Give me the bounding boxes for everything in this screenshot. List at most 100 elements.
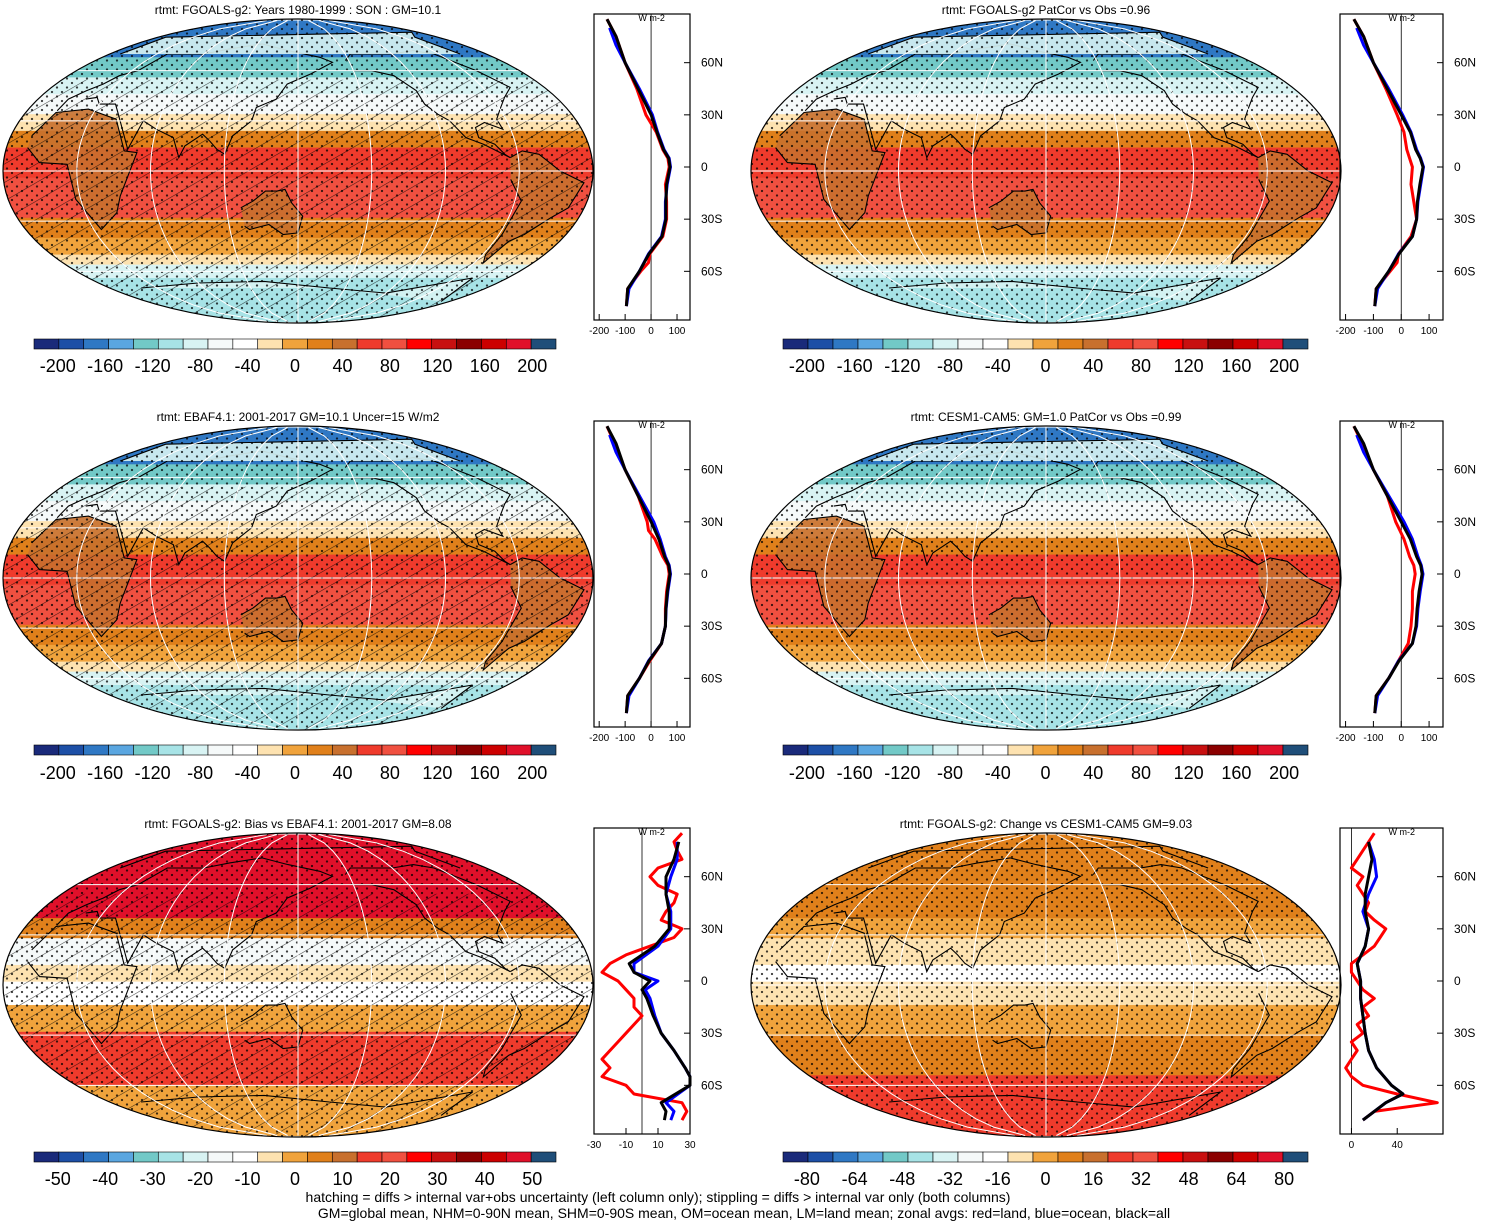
colorbar-swatch [456, 744, 482, 756]
colorbar-swatch [1232, 744, 1259, 756]
colorbar-label: 0 [290, 763, 300, 783]
graticule-lon [971, 427, 1036, 729]
zonal-unit: W m-2 [638, 827, 665, 837]
zonal-ytick-label: 60S [701, 671, 722, 685]
colorbar-swatch [1207, 1151, 1234, 1163]
zonal-ytick-label: 30S [701, 619, 722, 633]
colorbar-swatch [1232, 1151, 1259, 1163]
panel-title: rtmt: FGOALS-g2: Years 1980-1999 : SON :… [155, 3, 442, 17]
graticule-lon [1066, 20, 1195, 322]
colorbar-swatch [1107, 1151, 1134, 1163]
colorbar-label: -80 [187, 763, 213, 783]
colorbar-swatch [83, 744, 109, 756]
colorbar-swatch [431, 338, 457, 350]
colorbar-label: 160 [1221, 356, 1251, 376]
colorbar-label: 200 [517, 763, 547, 783]
zonal-ytick-label: 60S [701, 264, 722, 278]
colorbar-label: 80 [1274, 1169, 1294, 1189]
colorbar-swatch [133, 338, 159, 350]
zonal-ytick-label: 60S [701, 1078, 722, 1092]
colorbar-swatch [356, 1151, 383, 1163]
colorbar-swatch [58, 1151, 85, 1163]
footer-line-1: hatching = diffs > internal var+obs unce… [306, 1189, 1011, 1205]
colorbar-swatch [133, 744, 159, 756]
colorbar-label: 120 [1174, 356, 1204, 376]
colorbar-label: 200 [1269, 356, 1299, 376]
colorbar-swatch [431, 744, 457, 756]
colorbar-swatch [1132, 1151, 1159, 1163]
colorbar-label: -40 [985, 356, 1011, 376]
colorbar-swatch [182, 338, 209, 350]
zonal-xtick-label: 0 [648, 326, 654, 337]
colorbar-swatch [182, 1151, 209, 1163]
colorbar-swatch [381, 1151, 408, 1163]
colorbar-label: -200 [789, 763, 825, 783]
map [3, 833, 593, 1137]
colorbar-label: 0 [1040, 1169, 1050, 1189]
colorbar-swatch [807, 744, 834, 756]
colorbar-swatch [406, 338, 433, 350]
colorbar-label: -40 [235, 763, 261, 783]
map-border [2, 425, 594, 731]
colorbar-label: 40 [1083, 763, 1103, 783]
panel-2: rtmt: FGOALS-g2 PatCor vs Obs =0.96-200-… [750, 3, 1476, 376]
zonal-ytick-label: 60S [1454, 1078, 1475, 1092]
colorbar: -200 -160 -120 -80 -40 0 40 80 120 160 200 [33, 338, 557, 376]
colorbar-label: -120 [135, 763, 171, 783]
colorbar-swatch [282, 744, 308, 756]
zonal-xtick-label: -200 [589, 733, 609, 744]
zonal-series-ocean [608, 434, 672, 714]
colorbar-swatch [431, 1151, 457, 1163]
colorbar: -50 -40 -30 -20 -10 0 10 20 30 40 50 [33, 1151, 557, 1189]
zonal-ytick-label: 30N [1454, 108, 1476, 122]
colorbar-swatch [207, 744, 234, 756]
zonal-xtick-label: 0 [1349, 1140, 1355, 1151]
zonal-xtick-label: -100 [615, 733, 635, 744]
graticule-lon [897, 427, 1026, 729]
zonal-ytick-label: 0 [1454, 567, 1461, 581]
colorbar-label: 160 [470, 763, 500, 783]
zonal-ytick-label: 60S [1454, 264, 1475, 278]
map-border [750, 832, 1342, 1138]
colorbar-swatch [882, 1151, 909, 1163]
colorbar-swatch [832, 1151, 859, 1163]
colorbar-label: 120 [422, 763, 452, 783]
colorbar-swatch [356, 338, 383, 350]
graticule-lon [149, 427, 278, 729]
zonal-profile: W m-2 60N 30N 0 30S 60S -200 -100 0 100 [589, 420, 723, 744]
colorbar-swatch [83, 338, 109, 350]
zonal-frame [1339, 13, 1444, 321]
panel-5: rtmt: FGOALS-g2: Bias vs EBAF4.1: 2001-2… [2, 817, 723, 1189]
colorbar-label: -20 [187, 1169, 213, 1189]
colorbar-swatch [1157, 338, 1184, 350]
graticule-lon [1077, 20, 1268, 322]
colorbar-swatch [982, 338, 1009, 350]
colorbar-swatch [1157, 1151, 1184, 1163]
graticule-lon [824, 20, 1015, 322]
colorbar-swatch [1007, 744, 1034, 756]
zonal-series-all [1352, 18, 1425, 307]
colorbar-label: -160 [87, 763, 123, 783]
colorbar-label: -10 [235, 1169, 261, 1189]
zonal-unit: W m-2 [638, 420, 665, 430]
zonal-frame [1339, 420, 1444, 728]
colorbar-swatch [406, 1151, 433, 1163]
colorbar-swatch [232, 338, 259, 350]
colorbar-swatch [108, 338, 134, 350]
colorbar-swatch [1282, 1151, 1309, 1163]
colorbar-swatch [1282, 744, 1309, 756]
zonal-xtick-label: -10 [619, 1140, 634, 1151]
panel-6: rtmt: FGOALS-g2: Change vs CESM1-CAM5 GM… [750, 817, 1476, 1189]
graticule-lon [824, 834, 1015, 1136]
colorbar-swatch [481, 744, 507, 756]
zonal-series-land [600, 832, 689, 1121]
zonal-ytick-label: 30N [1454, 515, 1476, 529]
colorbar-swatch [907, 338, 934, 350]
colorbar-swatch [1032, 1151, 1059, 1163]
colorbar-label: -30 [140, 1169, 166, 1189]
colorbar-swatch [857, 744, 884, 756]
colorbar-label: -48 [889, 1169, 915, 1189]
graticule-lon [971, 20, 1036, 322]
colorbar-label: -160 [837, 356, 873, 376]
colorbar-swatch [157, 744, 184, 756]
